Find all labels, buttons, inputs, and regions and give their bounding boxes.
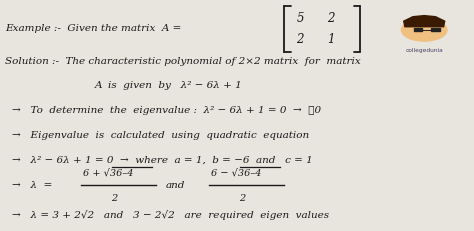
Text: →   Eigenvalue  is  calculated  using  quadratic  equation: → Eigenvalue is calculated using quadrat… <box>12 131 309 140</box>
Text: →   λ  =: → λ = <box>12 182 52 190</box>
Text: 1: 1 <box>327 33 335 46</box>
Text: 2: 2 <box>111 194 118 203</box>
Text: 5: 5 <box>296 12 304 25</box>
Bar <box>414 28 422 31</box>
Text: →   To  determine  the  eigenvalue :  λ² − 6λ + 1 = 0  →  ␵0: → To determine the eigenvalue : λ² − 6λ … <box>12 106 321 115</box>
Text: 2: 2 <box>327 12 335 25</box>
Text: 2: 2 <box>296 33 304 46</box>
Text: 6 − √36–4: 6 − √36–4 <box>211 169 262 178</box>
Text: collegedunia: collegedunia <box>405 48 443 53</box>
Text: Solution :-  The characteristic polynomial of 2×2 matrix  for  matrix: Solution :- The characteristic polynomia… <box>5 57 361 66</box>
Text: →   λ² − 6λ + 1 = 0  →  where  a = 1,  b = −6  and   c = 1: → λ² − 6λ + 1 = 0 → where a = 1, b = −6 … <box>12 156 312 165</box>
Polygon shape <box>404 16 445 27</box>
Text: and: and <box>166 182 185 190</box>
Text: 2: 2 <box>239 194 246 203</box>
Text: Example :-  Given the matrix  A =: Example :- Given the matrix A = <box>5 24 184 33</box>
Text: A  is  given  by   λ² − 6λ + 1: A is given by λ² − 6λ + 1 <box>95 81 243 90</box>
Text: 6 + √36–4: 6 + √36–4 <box>83 169 134 178</box>
Text: →   λ = 3 + 2√2   and   3 − 2√2   are  required  eigen  values: → λ = 3 + 2√2 and 3 − 2√2 are required e… <box>12 210 329 220</box>
Bar <box>431 28 440 31</box>
Circle shape <box>401 19 447 41</box>
